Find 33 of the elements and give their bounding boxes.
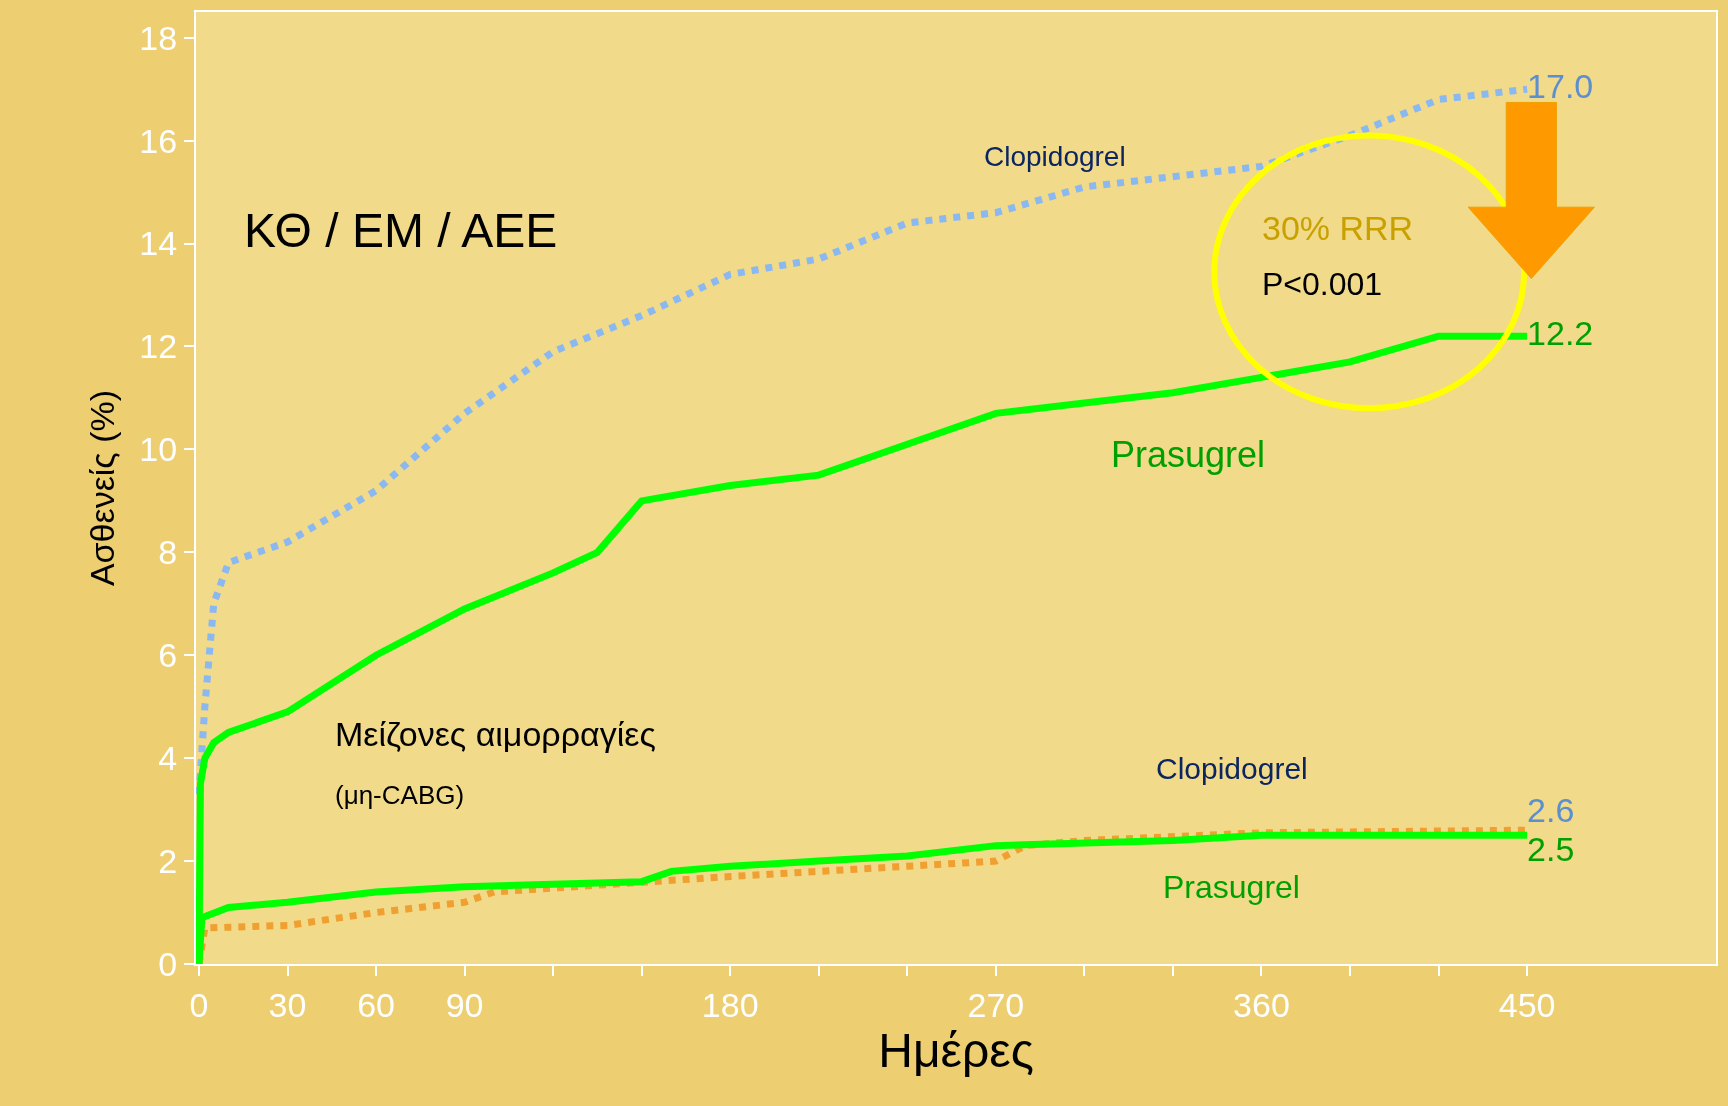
x-tick-label: 0 [189,985,209,1024]
x-tick-label: 360 [1233,985,1290,1024]
series-label: Clopidogrel [984,141,1126,172]
y-tick-label: 16 [139,121,178,160]
y-tick-label: 10 [139,430,178,469]
y-tick-label: 2 [158,841,178,880]
x-tick-label: 30 [268,985,307,1024]
data-label: 17.0 [1527,66,1594,105]
y-tick-label: 6 [158,636,178,675]
annotation: Μείζονες αιμορραγίες [335,715,656,753]
series-label: Clopidogrel [1156,752,1308,785]
data-label: 2.6 [1527,790,1575,829]
y-tick-label: 0 [158,944,178,983]
series-label: Prasugrel [1163,869,1300,905]
x-axis-title: Ημέρες [878,1023,1034,1077]
annotation: 30% RRR [1262,209,1414,247]
y-tick-label: 14 [139,224,178,263]
data-label: 2.5 [1527,829,1575,868]
y-tick-label: 8 [158,533,178,572]
x-tick-label: 180 [701,985,759,1024]
x-tick-label: 60 [357,985,395,1024]
x-tick-label: 270 [967,985,1025,1024]
x-tick-label: 450 [1498,985,1556,1024]
y-tick-label: 18 [139,18,178,57]
annotation: P<0.001 [1262,266,1383,302]
annotation: (μη-CABG) [335,780,465,810]
data-label: 12.2 [1527,313,1594,352]
y-tick-label: 12 [139,327,178,366]
x-tick-label: 90 [445,985,484,1024]
y-tick-label: 4 [158,739,178,778]
y-axis-title: Ασθενείς (%) [83,389,122,587]
annotation: ΚΘ / ΕΜ / ΑΕΕ [244,204,558,257]
series-label: Prasugrel [1111,434,1266,475]
